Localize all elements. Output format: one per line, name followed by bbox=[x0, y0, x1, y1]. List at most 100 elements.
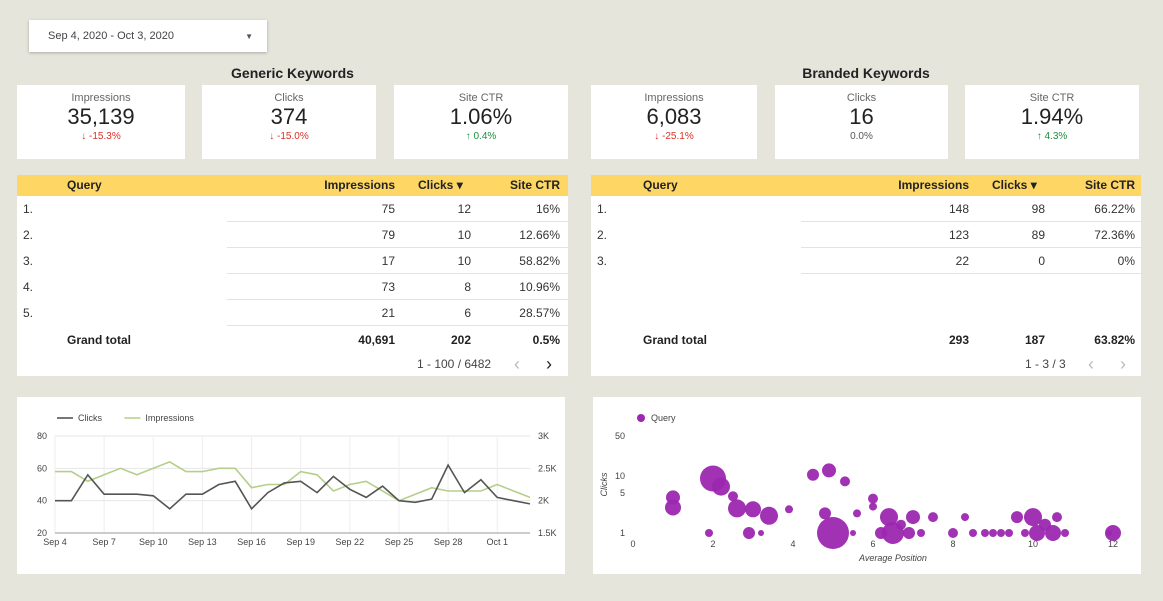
bubble-point bbox=[705, 529, 713, 537]
kpi-value: 6,083 bbox=[646, 104, 702, 129]
row-ctr: 66.22% bbox=[1094, 202, 1135, 216]
row-impressions: 79 bbox=[381, 228, 395, 242]
table-row[interactable]: 5. 21 6 28.57% bbox=[17, 300, 568, 326]
kpi-value: 16 bbox=[849, 104, 874, 129]
bubble-point bbox=[903, 527, 915, 539]
bubble-point bbox=[850, 530, 856, 536]
bubble-point bbox=[817, 517, 849, 549]
x-tick-label: Sep 16 bbox=[237, 537, 266, 547]
bubble-point bbox=[906, 510, 920, 525]
table-row[interactable]: 1. 75 12 16% bbox=[17, 196, 568, 222]
y-tick-label: 50 bbox=[615, 431, 625, 441]
row-clicks: 0 bbox=[1038, 254, 1045, 268]
bubble-point bbox=[1045, 525, 1061, 541]
y-right-tick-label: 2K bbox=[538, 496, 549, 506]
bubble-point bbox=[1021, 529, 1029, 537]
x-tick-label: Sep 10 bbox=[139, 537, 168, 547]
y-tick-label: 5 bbox=[620, 488, 625, 498]
row-impressions: 148 bbox=[948, 202, 969, 216]
bubble-chart-svg: 1 5 10 50 0 2 4 6 8 10 12 Average Position Clicks Que… bbox=[599, 413, 1121, 563]
kpi-branded-clicks: Clicks 16 0.0% bbox=[775, 85, 948, 159]
table-row[interactable]: 4. 73 8 10.96% bbox=[17, 274, 568, 300]
bubble-point bbox=[1011, 511, 1023, 524]
kpi-change: ↑ 0.4% bbox=[465, 131, 497, 142]
chevron-right-icon[interactable]: › bbox=[546, 354, 552, 374]
row-clicks: 98 bbox=[1031, 202, 1045, 216]
bubble-point bbox=[760, 506, 778, 525]
generic-query-table: Query Impressions Clicks ▾ Site CTR 1. 75… bbox=[17, 175, 568, 376]
bubble-point bbox=[896, 519, 906, 530]
y-left-tick-label: 20 bbox=[37, 528, 47, 538]
kpi-generic-ctr: Site CTR 1.06% ↑ 0.4% bbox=[394, 85, 568, 159]
row-number: 1. bbox=[23, 202, 34, 216]
row-clicks: 8 bbox=[464, 280, 471, 294]
y-tick-label: 1 bbox=[620, 528, 625, 538]
x-tick-label: Sep 4 bbox=[43, 537, 67, 547]
bubble-point bbox=[728, 491, 738, 502]
x-tick-label: Sep 22 bbox=[336, 537, 365, 547]
row-ctr: 58.82% bbox=[519, 254, 560, 268]
kpi-value: 1.94% bbox=[1020, 104, 1084, 129]
kpi-generic-clicks: Clicks 374 ↓ -15.0% bbox=[202, 85, 376, 159]
grand-total-ctr: 63.82% bbox=[1094, 333, 1135, 347]
x-tick-label: 8 bbox=[950, 539, 955, 549]
col-clicks-sorted[interactable]: Clicks ▾ bbox=[418, 178, 463, 192]
col-query[interactable]: Query bbox=[67, 178, 102, 192]
grand-total-row: Grand total 293 187 63.82% bbox=[591, 329, 1141, 351]
bubble-point bbox=[743, 527, 755, 539]
row-ctr: 72.36% bbox=[1094, 228, 1135, 242]
grand-total-row: Grand total 40,691 202 0.5% bbox=[17, 329, 568, 351]
table-row[interactable]: 2. 79 10 12.66% bbox=[17, 222, 568, 248]
row-clicks: 10 bbox=[457, 254, 471, 268]
row-divider bbox=[227, 273, 568, 274]
col-query[interactable]: Query bbox=[643, 178, 678, 192]
col-site-ctr[interactable]: Site CTR bbox=[1084, 178, 1135, 192]
row-divider bbox=[227, 247, 568, 248]
x-tick-label: Sep 19 bbox=[286, 537, 315, 547]
chevron-right-icon[interactable]: › bbox=[1120, 354, 1126, 374]
table-row[interactable]: 3. 22 0 0% bbox=[591, 248, 1141, 274]
bubble-point bbox=[880, 508, 898, 527]
bubble-point bbox=[981, 529, 989, 537]
bubble-point bbox=[758, 530, 764, 536]
x-tick-label: Sep 28 bbox=[434, 537, 463, 547]
col-impressions[interactable]: Impressions bbox=[324, 178, 395, 192]
y-tick-label: 10 bbox=[615, 471, 625, 481]
table-row[interactable]: 1. 148 98 66.22% bbox=[591, 196, 1141, 222]
kpi-value: 374 bbox=[270, 104, 308, 129]
table-row[interactable]: 2. 123 89 72.36% bbox=[591, 222, 1141, 248]
chevron-left-icon[interactable]: ‹ bbox=[1088, 354, 1094, 374]
x-tick-label: Sep 13 bbox=[188, 537, 217, 547]
kpi-label: Impressions bbox=[71, 92, 131, 104]
row-ctr: 0% bbox=[1117, 254, 1135, 268]
x-tick-label: Oct 1 bbox=[486, 537, 508, 547]
kpi-label: Impressions bbox=[644, 92, 704, 104]
kpi-label: Site CTR bbox=[1029, 92, 1075, 104]
kpi-change: ↓ -15.3% bbox=[81, 131, 121, 142]
grand-total-impressions: 293 bbox=[948, 333, 969, 347]
kpi-generic-impressions: Impressions 35,139 ↓ -15.3% bbox=[17, 85, 185, 159]
chevron-left-icon[interactable]: ‹ bbox=[514, 354, 520, 374]
caret-down-icon: ▼ bbox=[245, 31, 253, 41]
bubble-point bbox=[822, 463, 836, 478]
kpi-change: ↓ -25.1% bbox=[654, 131, 694, 142]
bubble-point bbox=[712, 477, 730, 496]
row-divider bbox=[801, 247, 1141, 248]
x-axis-title: Average Position bbox=[858, 553, 927, 563]
date-range-picker[interactable]: Sep 4, 2020 - Oct 3, 2020 ▼ bbox=[29, 20, 267, 52]
kpi-label: Site CTR bbox=[458, 92, 504, 104]
table-row[interactable]: 3. 17 10 58.82% bbox=[17, 248, 568, 274]
pager-range: 1 - 3 / 3 bbox=[1025, 357, 1066, 371]
row-impressions: 17 bbox=[381, 254, 395, 268]
col-site-ctr[interactable]: Site CTR bbox=[509, 178, 560, 192]
x-tick-label: 10 bbox=[1028, 539, 1038, 549]
bubble-point bbox=[785, 505, 793, 514]
bubble-point bbox=[728, 499, 746, 518]
bubble-point bbox=[868, 493, 878, 504]
bubble-point bbox=[948, 528, 958, 538]
bubble-point bbox=[853, 509, 861, 518]
row-impressions: 73 bbox=[381, 280, 395, 294]
row-number: 2. bbox=[23, 228, 34, 242]
col-impressions[interactable]: Impressions bbox=[898, 178, 969, 192]
col-clicks-sorted[interactable]: Clicks ▾ bbox=[992, 178, 1037, 192]
